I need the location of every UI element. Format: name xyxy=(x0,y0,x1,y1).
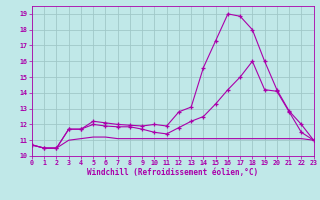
X-axis label: Windchill (Refroidissement éolien,°C): Windchill (Refroidissement éolien,°C) xyxy=(87,168,258,177)
